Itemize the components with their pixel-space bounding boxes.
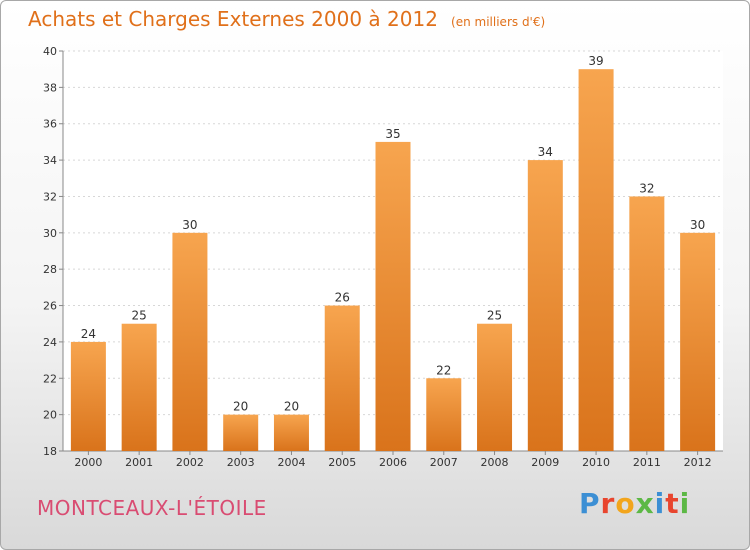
y-tick-label: 26 <box>43 300 57 313</box>
y-tick-label: 18 <box>43 445 57 458</box>
x-tick-label-2010: 2010 <box>582 456 610 469</box>
x-tick-label-2012: 2012 <box>684 456 712 469</box>
x-tick-label-2002: 2002 <box>176 456 204 469</box>
data-label-2012: 30 <box>690 218 705 232</box>
logo-letter: i <box>679 487 691 520</box>
y-tick-label: 40 <box>43 45 57 58</box>
data-label-2004: 20 <box>284 400 299 414</box>
logo-letter: i <box>654 487 666 520</box>
bar-2007 <box>426 378 462 451</box>
data-label-2001: 25 <box>132 309 147 323</box>
bar-2001 <box>121 323 157 451</box>
chart-subtitle: (en milliers d'€) <box>451 15 546 29</box>
y-tick-label: 38 <box>43 81 57 94</box>
bar-2000 <box>70 341 106 451</box>
y-tick-label: 20 <box>43 409 57 422</box>
title-row: Achats et Charges Externes 2000 à 2012 (… <box>28 7 545 31</box>
bar-2003 <box>223 414 259 451</box>
bar-2006 <box>375 141 411 451</box>
data-label-2000: 24 <box>81 327 96 341</box>
bar-2012 <box>680 232 716 451</box>
y-tick-label: 24 <box>43 336 57 349</box>
x-tick-label-2000: 2000 <box>74 456 102 469</box>
bar-2002 <box>172 232 208 451</box>
x-tick-label-2007: 2007 <box>430 456 458 469</box>
proxiti-logo: Proxiti <box>579 487 690 520</box>
y-tick-label: 34 <box>43 154 57 167</box>
x-tick-label-2003: 2003 <box>227 456 255 469</box>
y-tick-label: 30 <box>43 227 57 240</box>
data-label-2011: 32 <box>639 181 654 195</box>
data-label-2008: 25 <box>487 309 502 323</box>
y-tick-label: 22 <box>43 372 57 385</box>
x-tick-label-2005: 2005 <box>328 456 356 469</box>
data-label-2009: 34 <box>538 145 553 159</box>
logo-letter: x <box>635 487 655 520</box>
y-tick-label: 36 <box>43 118 57 131</box>
logo-letter: r <box>600 487 616 520</box>
logo-letter: t <box>665 487 680 520</box>
logo-letter: o <box>615 487 636 520</box>
data-label-2007: 22 <box>436 363 451 377</box>
x-tick-label-2011: 2011 <box>633 456 661 469</box>
bar-2009 <box>527 160 563 451</box>
x-tick-label-2008: 2008 <box>481 456 509 469</box>
logo-letter: P <box>579 487 601 520</box>
y-tick-label: 32 <box>43 190 57 203</box>
data-label-2003: 20 <box>233 400 248 414</box>
bar-2008 <box>477 323 513 451</box>
chart-title: Achats et Charges Externes 2000 à 2012 <box>28 7 438 31</box>
x-tick-label-2009: 2009 <box>531 456 559 469</box>
bar-2005 <box>324 305 360 451</box>
data-label-2010: 39 <box>588 54 603 68</box>
y-tick-label: 28 <box>43 263 57 276</box>
x-tick-label-2004: 2004 <box>277 456 305 469</box>
data-label-2006: 35 <box>385 127 400 141</box>
bar-2010 <box>578 69 614 451</box>
data-label-2005: 26 <box>335 291 350 305</box>
x-tick-label-2001: 2001 <box>125 456 153 469</box>
x-tick-label-2006: 2006 <box>379 456 407 469</box>
data-label-2002: 30 <box>182 218 197 232</box>
commune-name: MONTCEAUX-L'ÉTOILE <box>37 496 267 520</box>
bar-2011 <box>629 196 665 451</box>
bar-2004 <box>273 414 309 451</box>
